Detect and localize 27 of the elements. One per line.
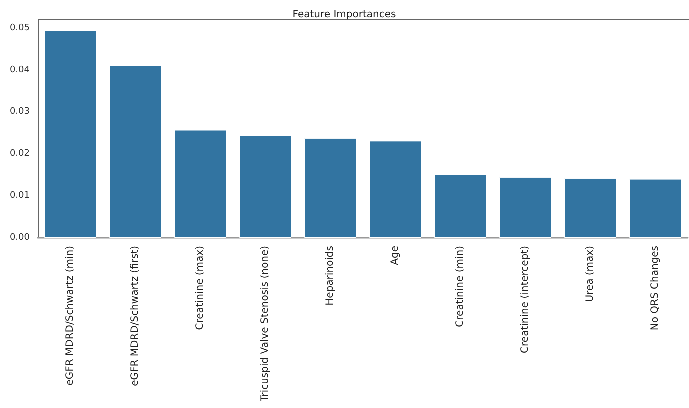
bar xyxy=(630,179,682,238)
y-tick-label: 0.00 xyxy=(10,233,30,243)
bar xyxy=(564,178,616,238)
x-tick-label: No QRS Changes xyxy=(650,246,661,331)
bar xyxy=(240,136,292,238)
bar xyxy=(500,178,552,238)
x-tick-label: Heparinoids xyxy=(325,246,336,306)
x-tick-label: Tricuspid Valve Stenosis (none) xyxy=(260,246,271,402)
x-tick-label: Creatinine (max) xyxy=(195,246,206,330)
x-tick-label: eGFR MDRD/Schwartz (first) xyxy=(130,246,141,386)
x-tick-label: Urea (max) xyxy=(585,246,596,302)
bar xyxy=(434,174,486,238)
bar xyxy=(174,130,226,238)
x-tick-label: Age xyxy=(390,246,401,266)
y-tick-label: 0.02 xyxy=(10,149,30,160)
bar xyxy=(44,30,96,238)
bar xyxy=(370,141,422,238)
x-tick-label: Creatinine (min) xyxy=(455,246,466,328)
bar xyxy=(110,66,162,238)
y-tick-label: 0.01 xyxy=(10,191,30,202)
x-tick-label: Creatinine (intercept) xyxy=(520,246,531,354)
y-tick-label: 0.03 xyxy=(10,107,30,118)
y-tick-label: 0.05 xyxy=(10,23,30,34)
chart-title: Feature Importances xyxy=(292,10,396,20)
bar xyxy=(304,138,356,238)
x-tick-label: eGFR MDRD/Schwartz (min) xyxy=(65,246,76,386)
y-tick-label: 0.04 xyxy=(10,65,30,76)
